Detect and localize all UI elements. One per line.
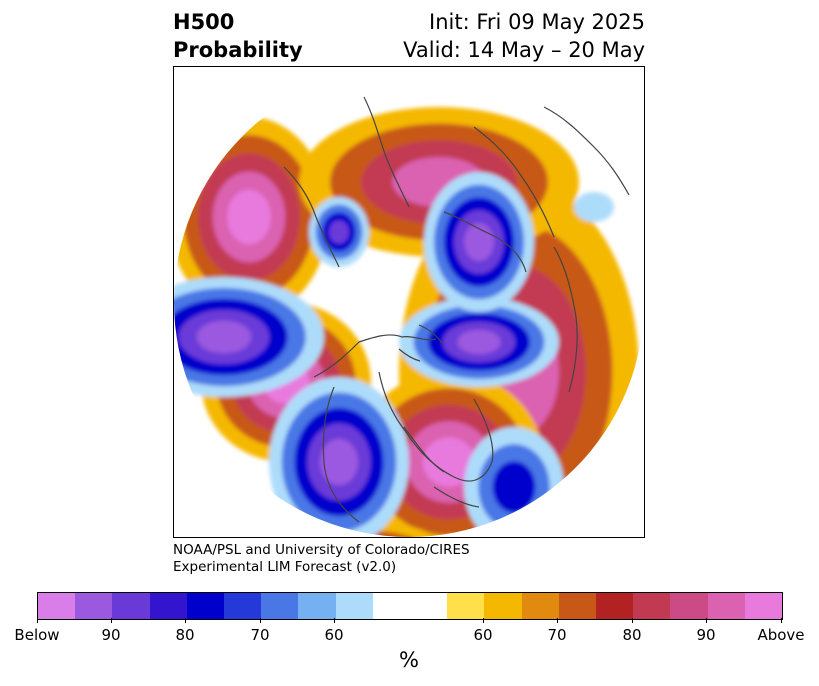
forecast-dates: Init: Fri 09 May 2025 Valid: 14 May – 20…	[403, 8, 645, 64]
coastline	[553, 246, 578, 393]
valid-date-range: Valid: 14 May – 20 May	[403, 38, 645, 62]
colorbar-swatch	[633, 593, 671, 619]
coastline	[443, 211, 527, 273]
colorbar-swatch	[558, 593, 597, 619]
probability-contour	[509, 67, 629, 92]
colorbar-swatch	[596, 593, 634, 619]
coastline	[313, 334, 437, 378]
colorbar-tick-label: 80	[622, 626, 642, 644]
colorbar-swatch	[112, 593, 150, 619]
colorbar-swatch	[261, 593, 299, 619]
colorbar-tick	[781, 618, 782, 623]
probability-contour	[533, 67, 605, 84]
colorbar-swatch	[75, 593, 113, 619]
colorbar-tick-label: Below	[14, 626, 60, 644]
colorbar-tick	[185, 618, 186, 623]
colorbar-tick-label: 60	[473, 626, 493, 644]
colorbar-tick	[483, 618, 484, 623]
colorbar-unit: %	[399, 648, 419, 672]
init-date: Init: Fri 09 May 2025	[429, 10, 645, 34]
colorbar	[37, 592, 783, 620]
coastline	[378, 371, 494, 482]
colorbar-swatch	[224, 593, 262, 619]
probability-contour	[423, 437, 475, 487]
colorbar-swatch	[447, 593, 485, 619]
probability-contour	[227, 189, 271, 245]
credit-line-2: Experimental LIM Forecast (v2.0)	[173, 559, 397, 575]
colorbar-swatch	[410, 593, 448, 619]
colorbar-tick	[260, 618, 261, 623]
colorbar-tick-label: 80	[175, 626, 195, 644]
credit-text: NOAA/PSL and University of Colorado/CIRE…	[173, 542, 470, 576]
probability-contour	[574, 192, 614, 222]
colorbar-tick-label: 70	[250, 626, 270, 644]
coastline	[283, 166, 340, 268]
probability-contour	[329, 220, 349, 244]
colorbar-tick-label: 60	[324, 626, 344, 644]
colorbar-tick-label: 90	[101, 626, 121, 644]
title-variable: H500	[173, 10, 235, 34]
probability-contour	[457, 329, 501, 355]
colorbar-swatch	[298, 593, 336, 619]
probability-contour	[319, 438, 359, 486]
colorbar-tick-label: Above	[757, 626, 805, 644]
colorbar-swatch	[484, 593, 522, 619]
colorbar-tick	[706, 618, 707, 623]
credit-line-1: NOAA/PSL and University of Colorado/CIRE…	[173, 542, 470, 558]
map-title: H500 Probability	[173, 8, 303, 64]
colorbar-swatch	[670, 593, 708, 619]
title-quantity: Probability	[173, 38, 303, 62]
colorbar-tick	[632, 618, 633, 623]
coastline	[363, 96, 410, 208]
colorbar-swatch	[521, 593, 559, 619]
colorbar-swatch	[707, 593, 745, 619]
coastline	[473, 126, 555, 238]
colorbar-swatch	[744, 593, 783, 619]
colorbar-swatch	[149, 593, 187, 619]
map-svg	[174, 67, 644, 537]
coastline	[403, 426, 480, 508]
colorbar-swatch	[38, 593, 76, 619]
colorbar-swatch	[186, 593, 225, 619]
coastline	[322, 386, 360, 523]
coastlines	[283, 96, 630, 523]
colorbar-tick	[37, 618, 38, 623]
coastline	[398, 324, 443, 362]
coastline	[543, 106, 630, 196]
probability-contour	[492, 461, 536, 513]
polar-probability-map	[173, 66, 645, 538]
colorbar-swatch	[372, 593, 411, 619]
colorbar-tick-label: 90	[696, 626, 716, 644]
colorbar-tick-label: 70	[547, 626, 567, 644]
colorbar-tick	[334, 618, 335, 623]
colorbar-swatch	[335, 593, 373, 619]
probability-contour	[196, 320, 252, 354]
colorbar-tick	[557, 618, 558, 623]
colorbar-tick	[111, 618, 112, 623]
